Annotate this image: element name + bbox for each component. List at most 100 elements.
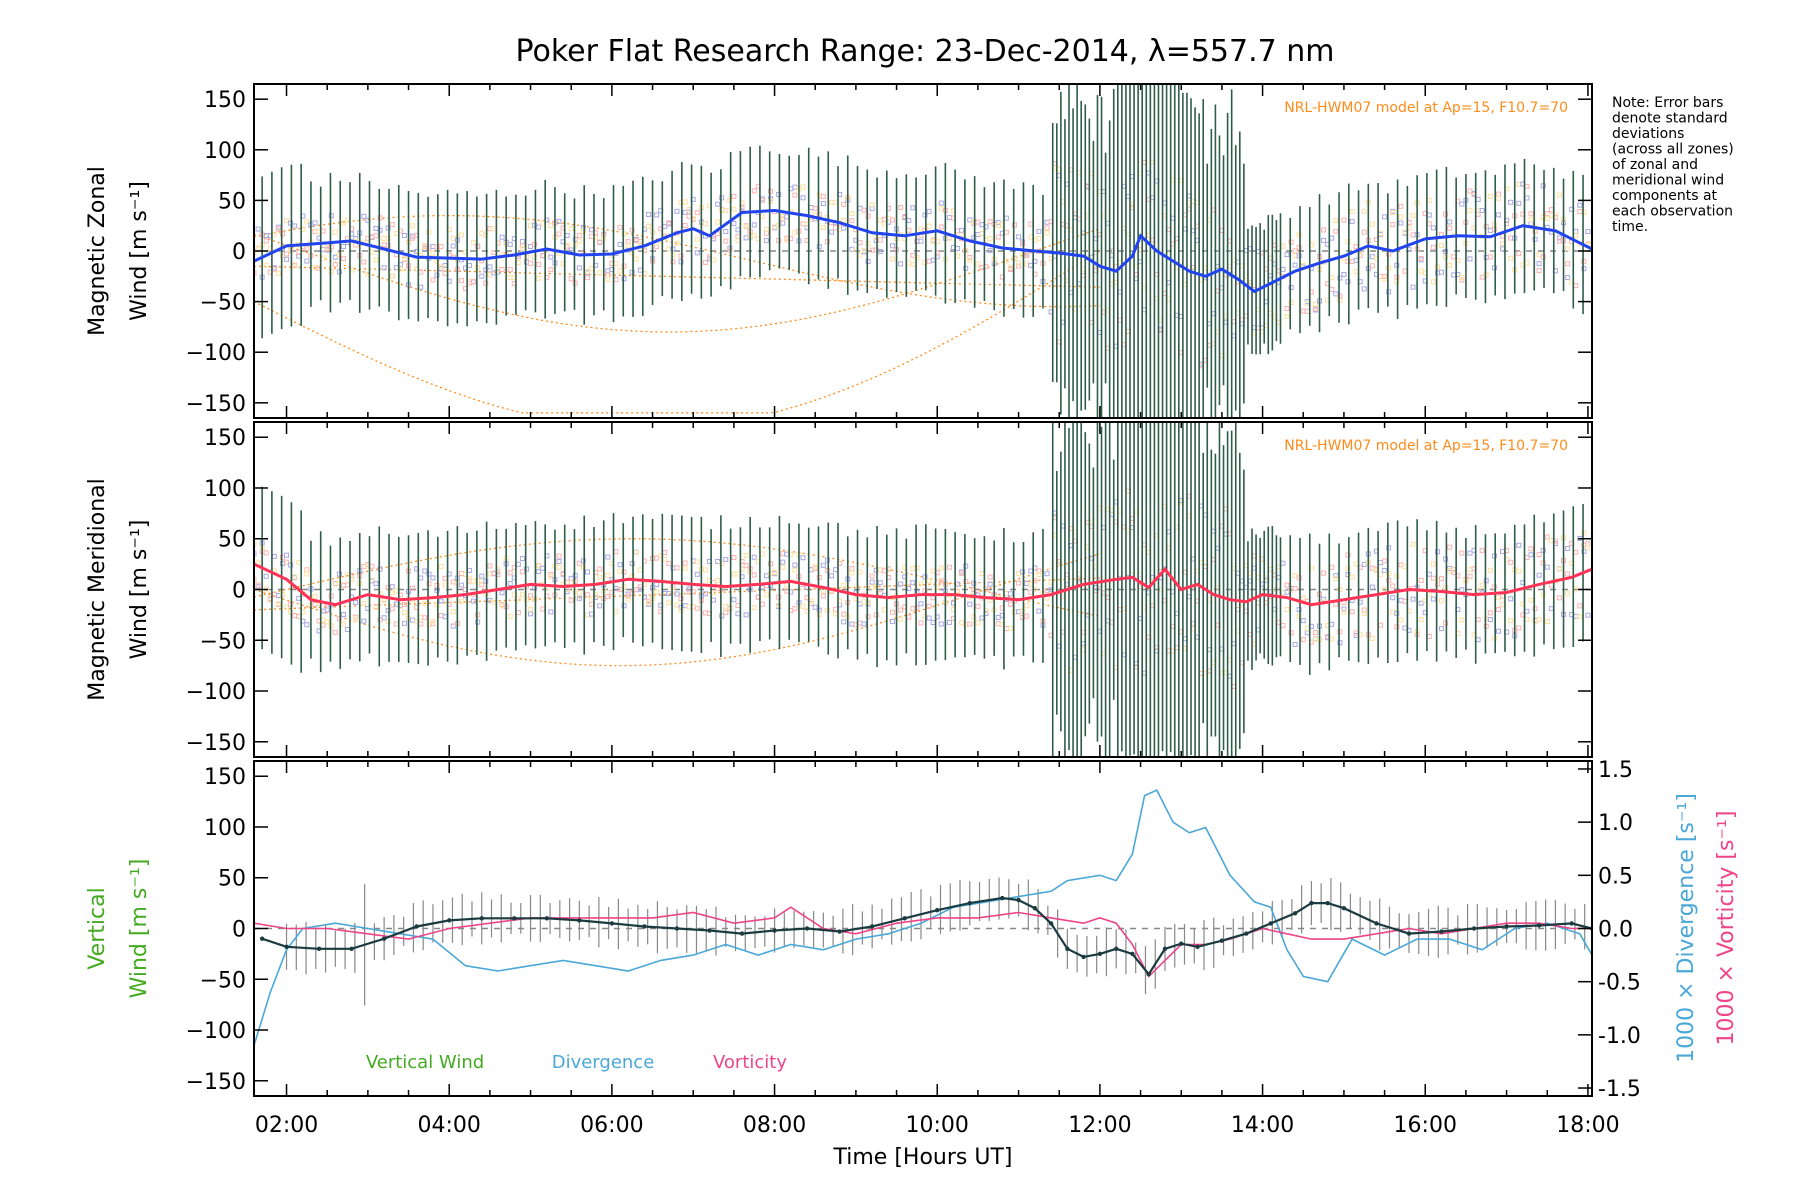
vertical-wind-point [349, 946, 354, 952]
scatter-point [629, 250, 635, 256]
scatter-point [751, 188, 757, 194]
scatter-point [288, 601, 294, 607]
note-line: each observation [1612, 204, 1733, 220]
y2-tick-label: 1.0 [1598, 811, 1633, 836]
scatter-point [401, 602, 407, 608]
scatter-point [1394, 279, 1400, 285]
scatter-point [621, 231, 627, 237]
scatter-point [861, 247, 867, 253]
scatter-point [1337, 275, 1343, 281]
scatter-point [1292, 262, 1298, 268]
y2-tick-label: -1.5 [1598, 1077, 1641, 1102]
scatter-point [1508, 596, 1514, 602]
scatter-point [1288, 239, 1294, 245]
scatter-point [873, 612, 879, 618]
scatter-point [1398, 220, 1404, 226]
vertical-wind-point [1130, 951, 1135, 957]
scatter-point [1321, 237, 1327, 243]
scatter-point [605, 554, 611, 560]
scatter-point [471, 598, 477, 604]
scatter-point [1508, 618, 1514, 624]
scatter-point [1012, 255, 1018, 261]
scatter-point [1390, 595, 1396, 601]
scatter-point [532, 241, 538, 247]
scatter-point [645, 223, 651, 229]
scatter-point [361, 600, 367, 606]
scatter-point [381, 615, 387, 621]
scatter-point [800, 195, 806, 201]
scatter-point [889, 609, 895, 615]
scatter-point [841, 225, 847, 231]
scatter-point [1016, 234, 1022, 240]
scatter-point [475, 244, 481, 250]
scatter-point [401, 255, 407, 261]
scatter-point [1487, 254, 1493, 260]
y2-tick-label: -0.5 [1598, 971, 1641, 996]
scatter-point [605, 276, 611, 282]
scatter-point [670, 587, 676, 593]
scatter-point [1398, 203, 1404, 209]
scatter-point [1443, 620, 1449, 626]
scatter-point [621, 263, 627, 269]
scatter-point [292, 574, 298, 580]
scatter-point [1508, 199, 1514, 205]
scatter-point [328, 593, 334, 599]
vertical-wind-point [259, 936, 265, 941]
scatter-point [869, 579, 875, 585]
scatter-point [292, 263, 298, 269]
scatter-point [1516, 251, 1522, 257]
scatter-point [1386, 545, 1392, 551]
scatter-point [1398, 214, 1404, 220]
scatter-point [288, 247, 294, 253]
scatter-point [1312, 306, 1318, 312]
scatter-point [816, 574, 822, 580]
scatter-point [914, 605, 920, 611]
scatter-point [820, 194, 826, 200]
scatter-point [1382, 276, 1388, 282]
scatter-point [483, 578, 489, 584]
scatter-point [1418, 256, 1424, 262]
scatter-point [971, 587, 977, 593]
scatter-point [1345, 552, 1351, 558]
scatter-point [556, 218, 562, 224]
scatter-point [458, 278, 464, 284]
y-tick-label: 0 [232, 240, 246, 265]
scatter-point [731, 597, 737, 603]
scatter-point [1386, 289, 1392, 295]
scatter-point [556, 564, 562, 570]
scatter-point [377, 215, 383, 221]
scatter-point [536, 275, 542, 281]
scatter-point [458, 232, 464, 238]
scatter-point [471, 279, 477, 285]
scatter-point [385, 243, 391, 249]
scatter-point [889, 217, 895, 223]
scatter-point [812, 205, 818, 211]
scatter-point [865, 213, 871, 219]
scatter-point [324, 619, 330, 625]
scatter-point [507, 266, 513, 272]
vertical-wind-point [1032, 905, 1038, 911]
scatter-point [682, 565, 688, 571]
scatter-point [824, 557, 830, 563]
scatter-point [324, 607, 330, 613]
scatter-point [479, 273, 485, 279]
scatter-point [1296, 607, 1302, 613]
scatter-point [288, 220, 294, 226]
vertical-wind-point [479, 916, 484, 921]
x-tick-label: 02:00 [255, 1113, 318, 1138]
scatter-point [898, 261, 904, 267]
scatter-point [576, 590, 582, 596]
scatter-point [1410, 284, 1416, 290]
scatter-point [1321, 227, 1327, 233]
scatter-point [816, 211, 822, 217]
vertical-wind-point [1113, 946, 1119, 952]
y-tick-label: 50 [218, 867, 246, 892]
vertical-wind-point [414, 924, 419, 929]
scatter-point [1382, 586, 1388, 592]
scatter-point [328, 244, 334, 250]
vertical-wind-point [609, 921, 615, 926]
scatter-point [556, 558, 562, 564]
scatter-point [475, 612, 481, 618]
vertical-wind-point [1374, 921, 1379, 926]
x-tick-label: 10:00 [906, 1113, 969, 1138]
